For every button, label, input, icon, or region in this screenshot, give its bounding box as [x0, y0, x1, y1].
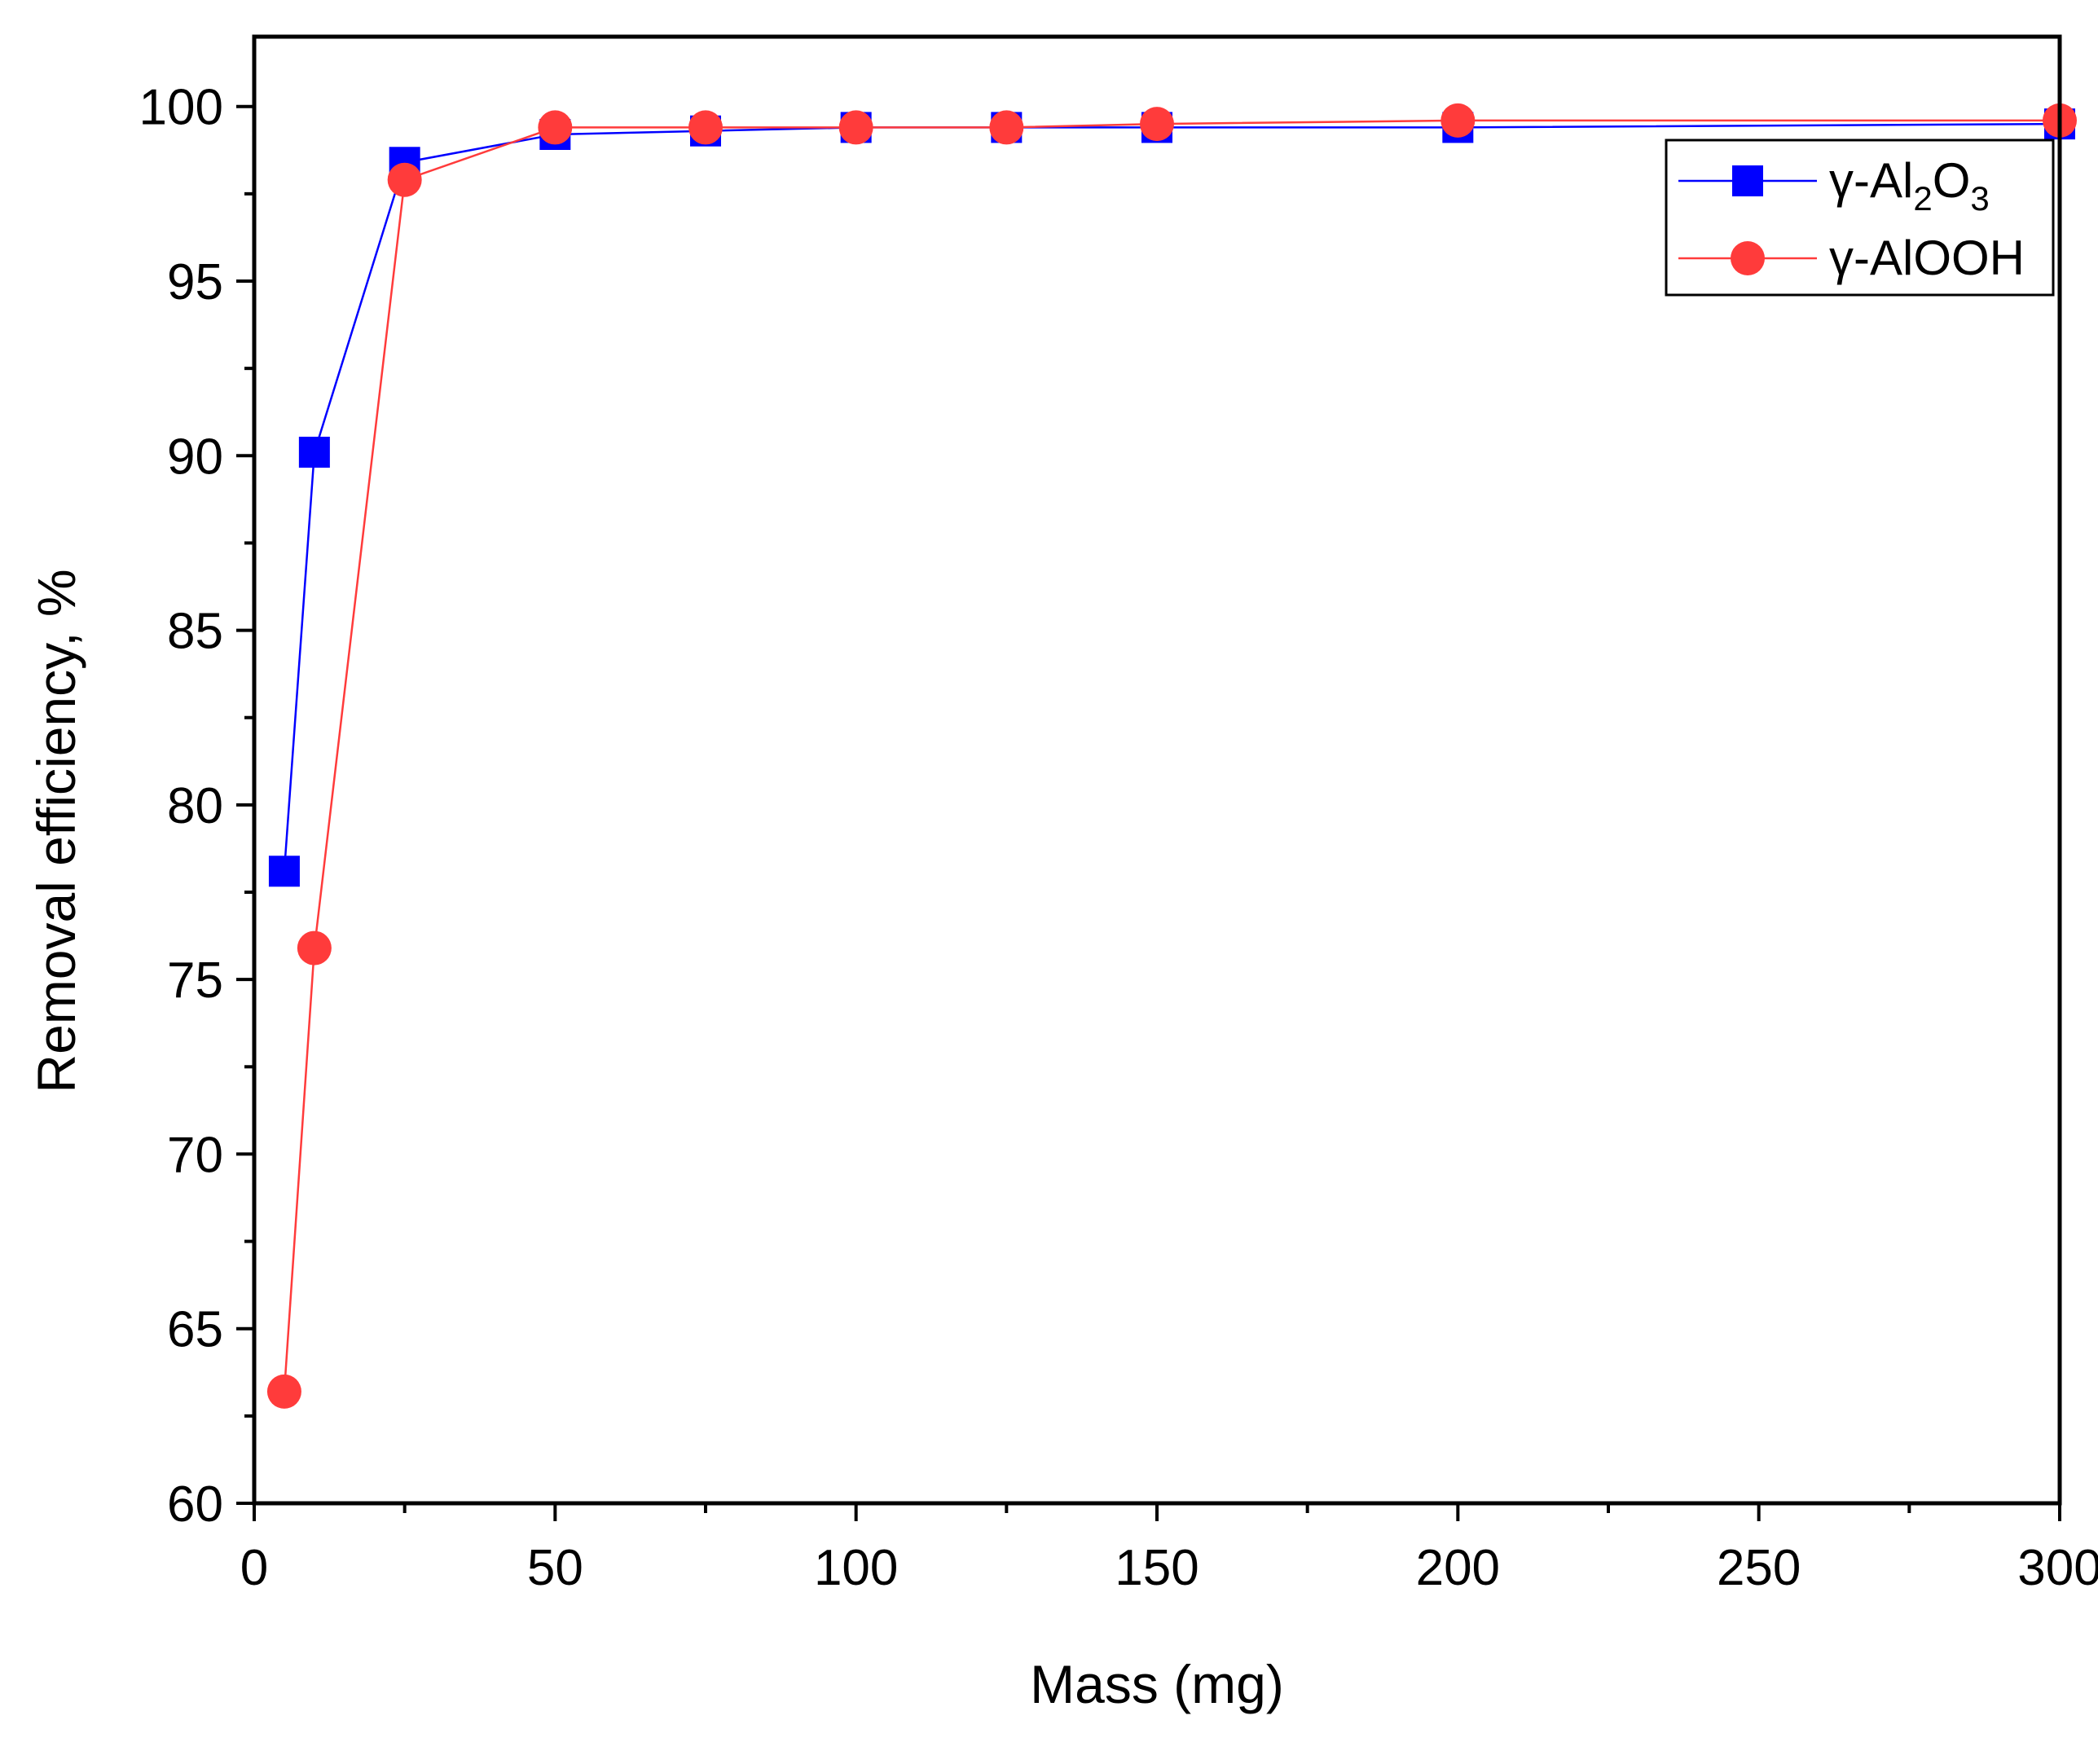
legend-marker-square — [1732, 165, 1763, 196]
x-tick-label: 0 — [240, 1540, 268, 1596]
series-line — [283, 119, 2060, 1392]
legend-marker-circle — [1731, 241, 1765, 275]
y-axis-title: Removal efficiency, % — [26, 569, 86, 1093]
legend: γ-Al2O3 γ-AlOOH — [1665, 139, 2055, 297]
data-point-circle — [266, 1374, 301, 1409]
legend-label-part: 2 — [1913, 179, 1932, 218]
y-tick-label: 75 — [167, 952, 223, 1009]
legend-label: γ-AlOOH — [1829, 231, 2025, 285]
data-point-circle — [1440, 103, 1476, 138]
x-tick-label: 150 — [1115, 1540, 1199, 1596]
legend-label: γ-Al2O3 — [1829, 153, 1990, 218]
frame-layer — [252, 34, 2062, 1506]
legend-item-2: γ-AlOOH — [1678, 231, 2025, 285]
legend-label-part: O — [1933, 153, 1971, 208]
data-point-circle — [1140, 107, 1174, 142]
y-tick-label: 65 — [167, 1302, 223, 1358]
x-tick-label: 50 — [527, 1540, 583, 1596]
y-tick-label: 60 — [167, 1476, 223, 1533]
y-tick-label: 80 — [167, 778, 223, 834]
legend-box — [1665, 139, 2055, 297]
x-tick-label: 100 — [814, 1540, 898, 1596]
x-tick-label: 250 — [1717, 1540, 1801, 1596]
y-tick-label: 85 — [167, 604, 223, 660]
y-tick-label: 70 — [167, 1127, 223, 1183]
axes-layer: 0 50 100 150 200 250 300 60 65 70 75 80 85 90 95 100 — [139, 80, 2098, 1596]
data-point-circle — [297, 930, 332, 966]
y-tick-label: 90 — [167, 429, 223, 485]
legend-label-part: γ-Al — [1829, 153, 1913, 208]
data-point-square — [268, 856, 300, 887]
legend-label-part: 3 — [1970, 179, 1989, 218]
x-tick-label: 300 — [2017, 1540, 2098, 1596]
plot-frame — [252, 34, 2062, 1506]
x-axis-title: Mass (mg) — [1030, 1654, 1284, 1714]
legend-item-1: γ-Al2O3 — [1678, 153, 1990, 218]
series-layer — [266, 103, 2077, 1409]
data-point-circle — [838, 110, 873, 145]
y-tick-label: 95 — [167, 254, 223, 310]
data-point-circle — [387, 162, 422, 197]
x-tick-label: 200 — [1416, 1540, 1500, 1596]
y-tick-label: 100 — [139, 80, 223, 136]
data-point-circle — [538, 110, 573, 145]
data-point-square — [298, 437, 330, 468]
series-2 — [266, 103, 2077, 1409]
data-point-circle — [989, 110, 1024, 145]
legend-label-part: γ-AlOOH — [1829, 231, 2025, 285]
series-line — [283, 122, 2061, 872]
data-point-circle — [688, 110, 723, 145]
